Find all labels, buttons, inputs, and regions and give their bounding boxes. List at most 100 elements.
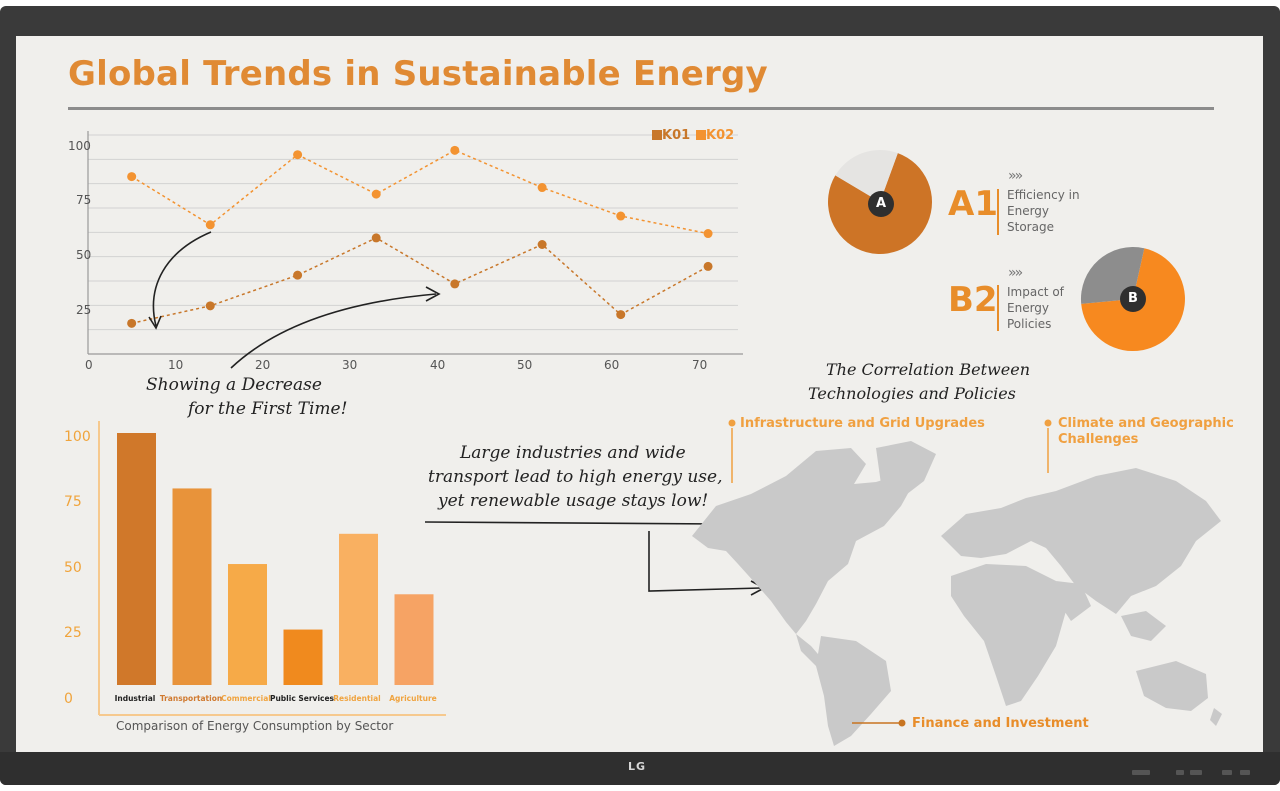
x-tick-label: 50 (517, 358, 533, 372)
annotation-decrease-line2: for the First Time! (188, 399, 348, 419)
bar-y-tick-label: 50 (64, 560, 82, 576)
legend-swatch (652, 130, 662, 140)
y-tick-label: 75 (76, 193, 92, 207)
central-america (796, 634, 824, 666)
bar (172, 488, 212, 685)
bar-y-tick-label: 0 (64, 691, 73, 707)
pie-a-description: Efficiency in Energy Storage (1007, 187, 1080, 235)
x-origin-label: 0 (85, 358, 93, 372)
data-point-k01 (127, 318, 137, 328)
data-point-k01 (616, 310, 626, 320)
africa (951, 564, 1066, 706)
underline (424, 521, 724, 525)
pie-b-text-line: Impact of (1007, 285, 1064, 299)
legend-swatch (696, 130, 706, 140)
bar (394, 594, 434, 685)
title-divider (68, 107, 1214, 110)
x-tick-label: 70 (692, 358, 708, 372)
bar-category-label: Residential (333, 694, 381, 703)
map-marker (728, 419, 736, 427)
infographic-screen: Global Trends in Sustainable Energy 100 … (16, 36, 1263, 752)
data-point-k02 (703, 229, 713, 239)
data-point-k02 (371, 189, 381, 199)
port-icon (1222, 770, 1232, 775)
series-line-k02 (131, 149, 709, 235)
data-point-k02 (205, 220, 215, 230)
new-zealand (1210, 708, 1222, 726)
correlation-line1: The Correlation Between (826, 360, 1030, 379)
bar (117, 433, 156, 685)
x-tick-label: 40 (430, 358, 446, 372)
data-point-k01 (205, 301, 215, 311)
legend-label: K01 (662, 128, 691, 143)
data-point-k02 (293, 150, 303, 160)
bar-category-label: Industrial (114, 694, 156, 703)
pie-b-description: Impact of Energy Policies (1007, 284, 1064, 332)
correlation-line2: Technologies and Policies (808, 384, 1016, 403)
arrow-head (148, 315, 162, 330)
data-point-k01 (703, 261, 713, 271)
bar-y-tick-label: 25 (64, 625, 82, 641)
chevrons-icon: »» (1008, 265, 1023, 281)
port-icon (1240, 770, 1250, 775)
bar (283, 629, 323, 685)
data-point-k01 (371, 233, 381, 243)
chevrons-icon: »» (1008, 168, 1023, 184)
bar-chart-title: Comparison of Energy Consumption by Sect… (116, 719, 394, 733)
display-bottom-bar (0, 752, 1280, 785)
x-tick-label: 60 (604, 358, 620, 372)
greenland (876, 441, 936, 501)
australia (1136, 661, 1208, 711)
bar-category-label: Transportation (159, 694, 223, 703)
port-icon (1132, 770, 1150, 775)
series-line-k01 (131, 237, 709, 325)
arrow-line (648, 531, 762, 592)
south-america (816, 636, 891, 746)
pie-a-divider (997, 189, 999, 235)
map-label-line: Challenges (1058, 432, 1139, 447)
x-tick-label: 10 (168, 358, 184, 372)
map-label-climate: Climate and Geographic Challenges (1058, 416, 1234, 448)
map-label-finance: Finance and Investment (912, 716, 1089, 731)
legend-k02: K02 (696, 128, 734, 143)
pie-b-text-line: Energy (1007, 301, 1050, 315)
pie-a-text-line: Storage (1007, 220, 1054, 234)
annotation-decrease-line1: Showing a Decrease (146, 375, 322, 395)
bar-y-tick-label: 100 (64, 429, 91, 445)
map-continents (692, 441, 1222, 746)
pie-b-code: B2 (948, 280, 998, 320)
world-map (692, 419, 1222, 746)
pie-b-text-line: Policies (1007, 317, 1052, 331)
asia (1031, 468, 1221, 614)
pie-b-divider (997, 285, 999, 331)
annotation-industries-line3: yet renewable usage stays low! (438, 491, 709, 511)
data-point-k01 (293, 270, 303, 280)
map-label-infrastructure: Infrastructure and Grid Upgrades (740, 416, 985, 431)
y-tick-label: 25 (76, 303, 92, 317)
map-label-line: Climate and Geographic (1058, 416, 1234, 431)
x-tick-label: 30 (342, 358, 358, 372)
data-point-k02 (127, 172, 137, 182)
arrow-head (425, 286, 441, 302)
bar (228, 564, 267, 685)
annotation-arrows (148, 231, 766, 596)
port-icon (1176, 770, 1184, 775)
bar-y-tick-label: 75 (64, 494, 82, 510)
bar (339, 533, 378, 685)
annotation-industries-line2: transport lead to high energy use, (428, 467, 723, 487)
annotation-industries-line1: Large industries and wide (460, 443, 686, 463)
arrow-line (152, 231, 212, 327)
pie-a-text-line: Efficiency in (1007, 188, 1080, 202)
europe (941, 491, 1076, 558)
data-point-k01 (537, 240, 547, 249)
legend-k01: K01 (652, 128, 690, 143)
bar-category-label: Agriculture (389, 694, 437, 703)
middle-east (1056, 581, 1091, 621)
pie-slice (835, 149, 898, 202)
legend-label: K02 (706, 128, 735, 143)
bar-chart (98, 421, 446, 716)
data-point-k02 (537, 183, 547, 193)
arrow-line (230, 293, 437, 369)
y-tick-label: 50 (76, 248, 92, 262)
bar-category-label: Public Services (269, 694, 335, 703)
